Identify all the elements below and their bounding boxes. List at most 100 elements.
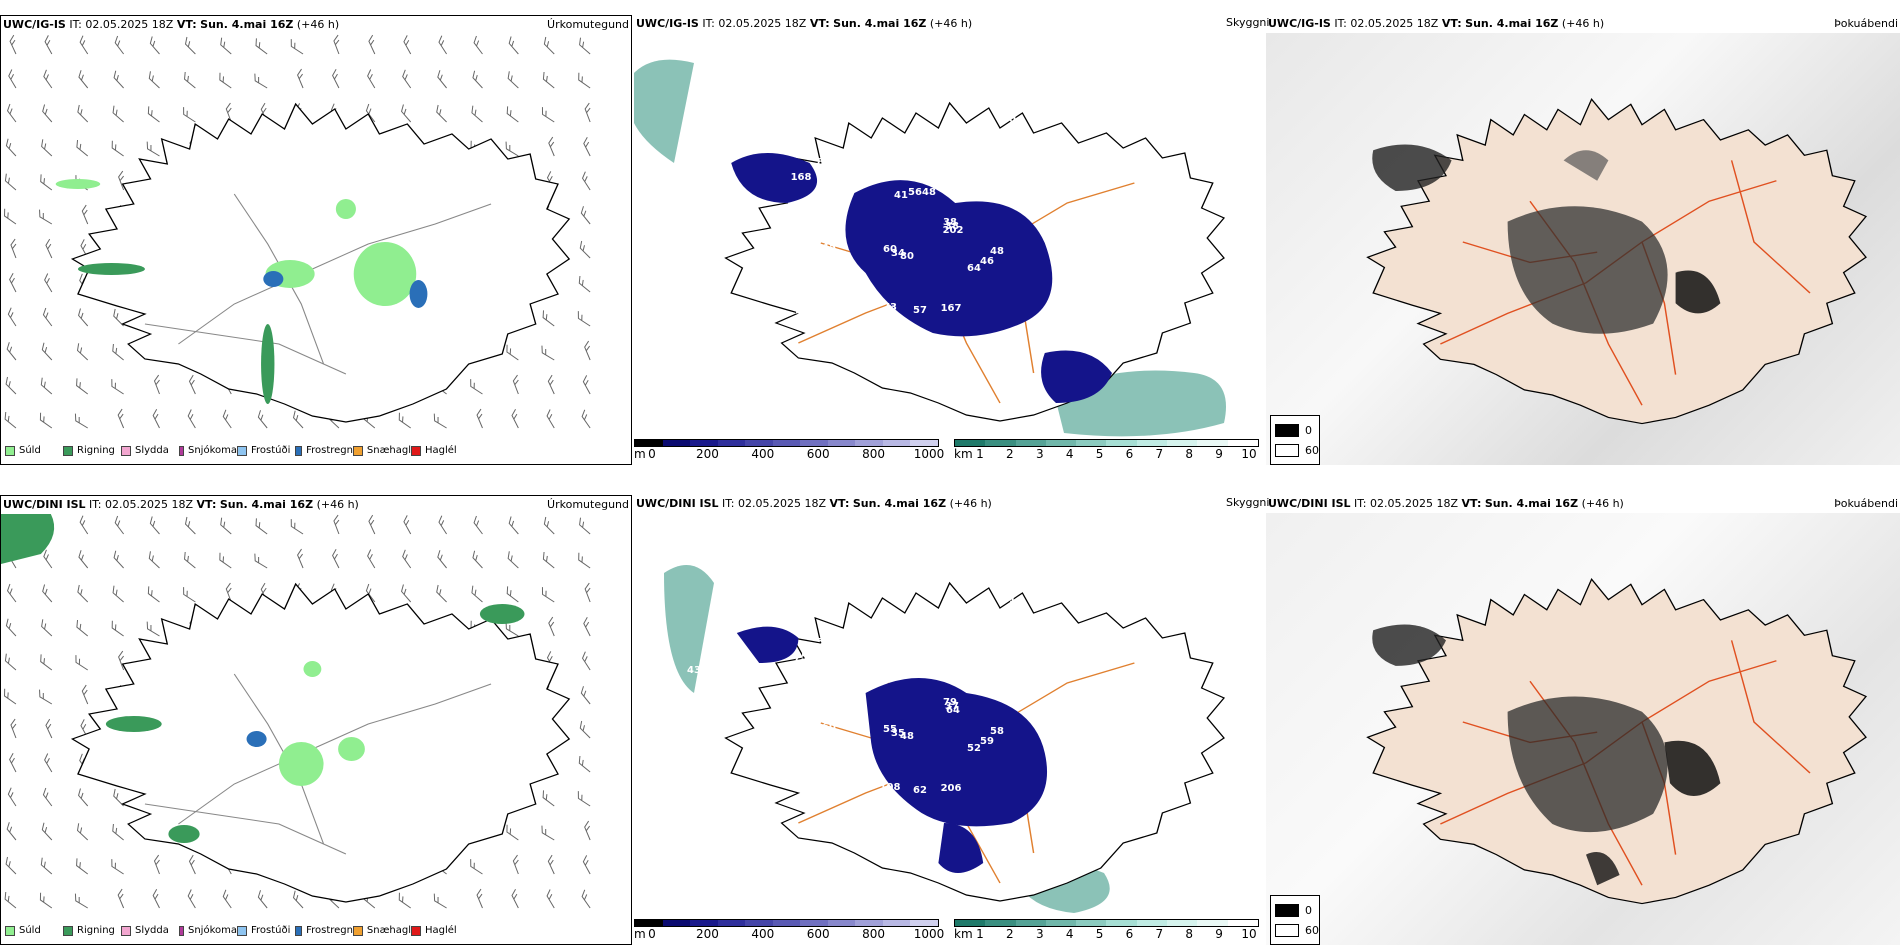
ceiling-label: 48 <box>900 731 914 742</box>
wind-barb <box>180 107 198 122</box>
ceiling-label: 41 <box>922 667 936 678</box>
ceiling-label: 49 <box>977 166 991 177</box>
ceiling-label: 51 <box>958 586 972 597</box>
ceiling-label: 73 <box>883 302 897 313</box>
ceiling-label: 51 <box>1086 236 1100 247</box>
precip-map <box>1 34 631 444</box>
wind-barb <box>399 104 415 122</box>
wind-barb <box>396 893 414 908</box>
wind-barb <box>10 719 22 738</box>
ceiling-label: 58 <box>795 309 809 320</box>
ceiling-label: 80 <box>900 251 914 262</box>
visibility-unit: km <box>954 927 973 941</box>
wind-barb <box>434 105 451 122</box>
wind-barb <box>4 619 21 636</box>
wind-barb <box>580 652 595 670</box>
legend-label: Slydda <box>135 923 169 939</box>
wind-barb <box>72 894 90 908</box>
wind-barb <box>41 308 57 326</box>
precip-map-svg <box>1 34 631 444</box>
it-value: 02.05.2025 18Z <box>1370 497 1458 510</box>
legend-swatch <box>237 926 247 936</box>
wind-barb <box>75 343 92 360</box>
precip-header-row1: UWC/IG-IS IT: 02.05.2025 18Z VT: Sun. 4.… <box>1 16 631 34</box>
ceiling-label: 53 <box>818 708 832 719</box>
wind-barb <box>42 70 57 88</box>
legend-label: Haglél <box>425 443 457 459</box>
legend-item: Rigning <box>63 923 121 939</box>
colorbar-tick: 9 <box>1215 447 1223 461</box>
freezing-rain-area <box>410 280 428 308</box>
wind-barb <box>109 859 127 874</box>
wind-barb <box>252 554 270 568</box>
vt-label: VT: <box>810 17 830 30</box>
legend-swatch <box>121 446 131 456</box>
wind-barb <box>73 378 91 394</box>
ceiling-label: 60 <box>986 831 1000 842</box>
ceiling-label: 41 <box>1002 594 1016 605</box>
colorbar-tick: 1000 <box>914 447 945 461</box>
wind-barb <box>2 654 19 670</box>
wind-barb <box>188 855 201 874</box>
wind-barb <box>217 553 235 568</box>
it-label: IT: <box>702 17 714 30</box>
legend-item: Slydda <box>121 923 179 939</box>
wind-barb <box>109 379 127 394</box>
wind-barb <box>75 585 92 602</box>
model-name: UWC/IG-IS <box>3 18 66 31</box>
wind-barb <box>469 106 486 122</box>
drizzle-area <box>338 737 365 761</box>
ceiling-label: 48 <box>922 187 936 198</box>
wind-barb <box>580 172 595 190</box>
legend-item: Snjókoma <box>179 443 237 459</box>
colorbar-tick: 800 <box>862 447 885 461</box>
wind-barb <box>576 276 594 292</box>
ceiling-label: 53 <box>977 646 991 657</box>
ceiling-label: 41 <box>894 190 908 201</box>
colorbar-tick: 1 <box>976 927 984 941</box>
wind-barb <box>539 587 557 602</box>
visibility-unit: km <box>954 447 973 461</box>
wind-barb <box>577 38 594 54</box>
colorbar-tick: 600 <box>807 927 830 941</box>
colorbar-tick: 6 <box>1126 927 1134 941</box>
wind-barb <box>73 858 91 874</box>
ceiling-label: 59 <box>894 670 908 681</box>
it-value: 02.05.2025 18Z <box>105 498 193 511</box>
vt-label: VT: <box>177 18 197 31</box>
wind-barb <box>539 107 557 122</box>
precip-legend: Súld Rigning Slydda Snjókoma Frostúði Frostre… <box>5 923 469 939</box>
wind-barb <box>579 206 595 224</box>
wind-barb <box>111 551 128 568</box>
fog-header-row1: UWC/IG-IS IT: 02.05.2025 18Z VT: Sun. 4.… <box>1266 15 1900 33</box>
wind-barb <box>576 756 594 772</box>
legend-item: Frostúði <box>237 923 295 939</box>
wind-barb <box>580 410 595 428</box>
ceiling-label: 39 <box>998 655 1012 666</box>
it-value: 02.05.2025 18Z <box>718 17 806 30</box>
wind-barb <box>40 104 56 122</box>
wind-barb <box>256 410 272 428</box>
vt-value: Sun. 4.mai 16Z <box>200 18 293 31</box>
ceiling-label: 44 <box>745 268 759 279</box>
legend-item: Súld <box>5 443 63 459</box>
wind-barb <box>470 71 487 88</box>
colorbar-tick: 4 <box>1066 447 1074 461</box>
ceiling-label: 52 <box>967 743 981 754</box>
sea-visibility-area <box>634 60 694 163</box>
wind-barb <box>37 893 55 908</box>
ceiling-label: 168 <box>791 172 812 183</box>
rain-area <box>168 825 199 843</box>
colorbar-tick: 5 <box>1096 447 1104 461</box>
wind-barb <box>547 855 560 874</box>
ceiling-label: 40 <box>1002 114 1016 125</box>
ceiling-label: 58 <box>817 637 831 648</box>
cloud-panel-row2: UWC/DINI ISL IT: 02.05.2025 18Z VT: Sun.… <box>634 495 1266 945</box>
colorbar-tick: 800 <box>862 927 885 941</box>
it-label: IT: <box>1354 497 1366 510</box>
wind-barb <box>110 344 128 360</box>
colorbar-tick: 10 <box>1241 927 1256 941</box>
wind-barb <box>584 583 596 602</box>
ceiling-label: 64 <box>967 263 981 274</box>
wind-barb <box>40 823 57 840</box>
